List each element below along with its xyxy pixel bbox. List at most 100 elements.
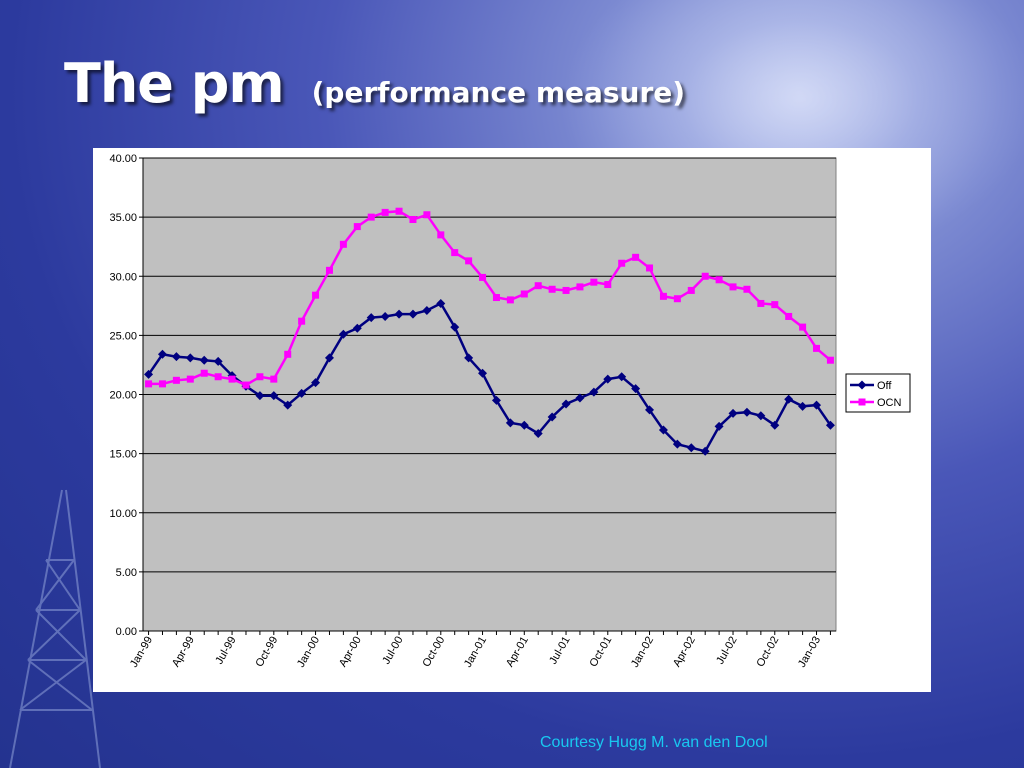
x-tick-label: Oct-02 (754, 635, 781, 670)
data-point (784, 394, 794, 404)
data-point (158, 380, 166, 388)
data-point (409, 215, 417, 223)
x-tick-label: Apr-99 (170, 635, 197, 670)
x-tick-label: Jan-00 (295, 635, 322, 670)
data-point (408, 309, 418, 319)
x-tick-label: Oct-99 (254, 635, 281, 670)
y-tick-label: 20.00 (109, 390, 137, 402)
title-subtitle: (performance measure) (311, 76, 686, 109)
x-tick-label: Jul-00 (380, 635, 405, 667)
y-tick-label: 35.00 (109, 212, 137, 224)
data-point (798, 401, 808, 411)
legend-marker (857, 380, 867, 390)
data-point (576, 283, 584, 291)
x-tick-label: Apr-00 (337, 635, 364, 670)
data-point (659, 292, 667, 300)
data-point (255, 391, 265, 401)
data-point (172, 376, 180, 384)
x-tick-label: Jul-02 (714, 635, 739, 667)
x-tick-label: Jan-01 (462, 635, 489, 670)
credit-text: Courtesy Hugg M. van den Dool (540, 734, 768, 751)
data-point (298, 317, 306, 325)
data-point (672, 439, 682, 449)
legend-label: Off (877, 380, 892, 392)
data-point (506, 296, 514, 304)
chart-panel: 0.00 5.00 10.00 15.00 20.00 25.00 30.00 35.00 40… (93, 148, 931, 692)
data-point (686, 443, 696, 453)
y-tick-label: 25.00 (109, 330, 137, 342)
data-point (756, 411, 766, 421)
x-tick-label: Jan-99 (128, 635, 155, 670)
data-point (492, 294, 500, 302)
data-point (171, 352, 181, 362)
data-point (436, 298, 446, 308)
data-point (312, 291, 320, 299)
data-point (297, 388, 307, 398)
data-point (757, 299, 765, 307)
legend-label: OCN (877, 397, 902, 409)
data-point (687, 286, 695, 294)
data-point (575, 393, 585, 403)
data-point (743, 285, 751, 293)
data-point (186, 375, 194, 383)
data-point (366, 313, 376, 323)
data-point (826, 356, 834, 364)
data-point (283, 400, 293, 410)
data-point (632, 253, 640, 261)
data-point (450, 322, 460, 332)
x-tick-label: Jul-99 (213, 635, 238, 667)
data-point (465, 257, 473, 265)
data-point (700, 446, 710, 456)
data-point (284, 350, 292, 358)
y-tick-label: 40.00 (109, 153, 137, 165)
data-point (533, 429, 543, 439)
x-tick-label: Jan-03 (796, 635, 823, 670)
y-tick-label: 10.00 (109, 508, 137, 520)
data-point (813, 344, 821, 352)
data-point (157, 349, 167, 359)
data-point (548, 285, 556, 293)
data-point (646, 264, 654, 272)
data-point (479, 273, 487, 281)
data-point (618, 259, 626, 267)
data-point (547, 412, 557, 422)
data-point (394, 309, 404, 319)
data-point (785, 312, 793, 320)
legend-box (845, 373, 911, 413)
data-point (256, 373, 264, 381)
data-point (562, 286, 570, 294)
legend-marker (858, 398, 866, 406)
data-point (742, 407, 752, 417)
data-point (199, 355, 209, 365)
data-point (270, 375, 278, 383)
x-tick-label: Oct-00 (420, 635, 447, 670)
data-point (478, 368, 488, 378)
data-point (729, 283, 737, 291)
data-point (423, 211, 431, 219)
y-tick-label: 15.00 (109, 449, 137, 461)
data-point (437, 231, 445, 239)
data-point (715, 276, 723, 284)
data-point (491, 395, 501, 405)
data-point (603, 374, 613, 384)
data-point (353, 223, 361, 231)
data-point (728, 408, 738, 418)
data-point (422, 306, 432, 316)
data-point (367, 213, 375, 221)
data-point (631, 384, 641, 394)
data-point (144, 369, 154, 379)
data-point (381, 208, 389, 216)
data-point (714, 421, 724, 431)
data-point (505, 418, 515, 428)
x-tick-label: Apr-01 (504, 635, 531, 670)
data-point (395, 207, 403, 215)
y-tick-label: 30.00 (109, 271, 137, 283)
data-point (658, 425, 668, 435)
data-point (825, 420, 835, 430)
data-point (770, 420, 780, 430)
x-tick-label: Oct-01 (587, 635, 614, 670)
x-tick-label: Apr-02 (671, 635, 698, 670)
data-point (380, 311, 390, 321)
data-point (451, 249, 459, 257)
data-point (352, 323, 362, 333)
